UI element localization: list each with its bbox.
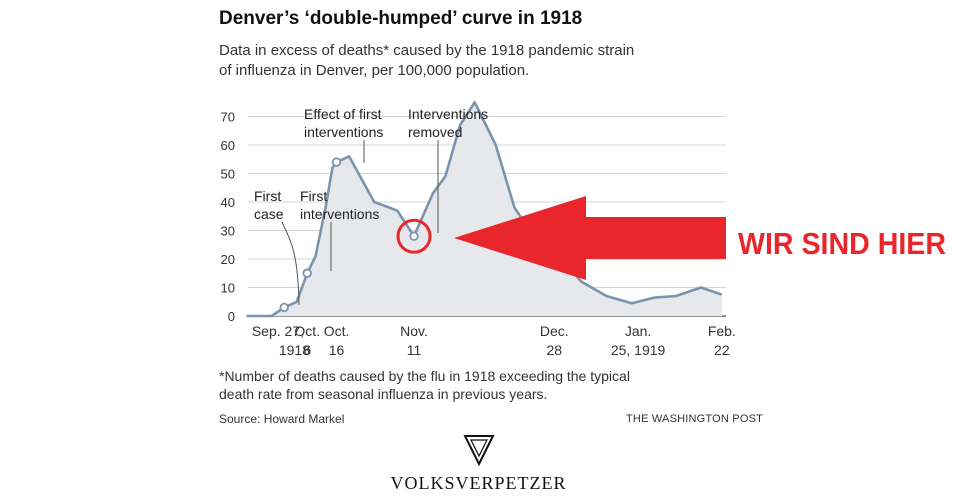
- x-tick-label: 11: [407, 342, 422, 358]
- x-tick-label: Sep. 27,: [252, 323, 304, 339]
- x-tick-label: Jan.: [625, 323, 651, 339]
- annotation-label: interventions: [300, 206, 379, 222]
- annotation-marker: [302, 268, 312, 278]
- annotation-label: First: [300, 188, 327, 204]
- annotation-marker: [279, 302, 289, 313]
- x-tick-label: 6: [303, 342, 311, 358]
- area-fill: [246, 102, 722, 316]
- annotation-label: Interventions: [408, 106, 488, 122]
- red-arrow: [454, 196, 726, 280]
- chart-title: Denver’s ‘double-humped’ curve in 1918: [219, 8, 583, 29]
- y-tick-label: 0: [228, 309, 235, 324]
- volksverpetzer-logo-text: VOLKSVERPETZER: [390, 473, 567, 493]
- annotation-label: interventions: [304, 124, 383, 140]
- y-tick-label: 50: [221, 167, 235, 182]
- x-tick-label: Dec.: [540, 323, 569, 339]
- x-tick-label: 1918: [279, 342, 310, 358]
- annotation-leader-line: [281, 221, 300, 306]
- y-tick-label: 10: [221, 281, 235, 296]
- highlight-circle: [396, 218, 432, 254]
- x-tick-label: 25, 1919: [611, 342, 666, 358]
- source-note: Source: Howard Markel: [219, 412, 345, 426]
- chart-subtitle: Data in excess of deaths* caused by the …: [219, 42, 635, 79]
- series-line: [246, 101, 723, 318]
- x-tick-label: 22: [714, 342, 730, 358]
- x-tick-label: 16: [329, 342, 345, 358]
- x-tick-label: Oct.: [294, 323, 320, 339]
- y-tick-label: 70: [221, 110, 235, 125]
- footnote: *Number of deaths caused by the flu in 1…: [219, 368, 630, 402]
- publisher-credit: THE WASHINGTON POST: [626, 413, 764, 425]
- x-tick-label: 28: [547, 342, 563, 358]
- overlay-text: WIR SIND HIER: [738, 226, 946, 261]
- y-tick-label: 40: [221, 195, 235, 210]
- flu-curve-chart: First case First interventions Effect of fir…: [221, 101, 946, 359]
- wir-sind-hier-overlay: WIR SIND HIER: [396, 196, 946, 280]
- annotation-label: removed: [408, 124, 462, 140]
- inverted-triangle-icon: [463, 435, 495, 467]
- x-tick-label: Oct.: [324, 323, 350, 339]
- y-tick-label: 30: [221, 224, 235, 239]
- axis-labels: 0 10 20 30 40 50 60 70 Sep. 27, 1918 Oct. 6 Oct. 16 No…: [221, 110, 736, 359]
- annotation-label: First: [254, 188, 281, 204]
- annotation-label: case: [254, 206, 284, 222]
- area-layer: [246, 101, 723, 318]
- annotation-markers: First case First interventions Effect of fir…: [254, 106, 488, 313]
- annotation-marker: [331, 157, 342, 167]
- annotation-label: Effect of first: [304, 106, 382, 122]
- y-tick-label: 20: [221, 252, 235, 267]
- annotation-marker: [409, 231, 419, 241]
- x-tick-label: Feb.: [708, 323, 736, 339]
- x-tick-label: Nov.: [400, 323, 428, 339]
- y-tick-label: 60: [221, 138, 235, 153]
